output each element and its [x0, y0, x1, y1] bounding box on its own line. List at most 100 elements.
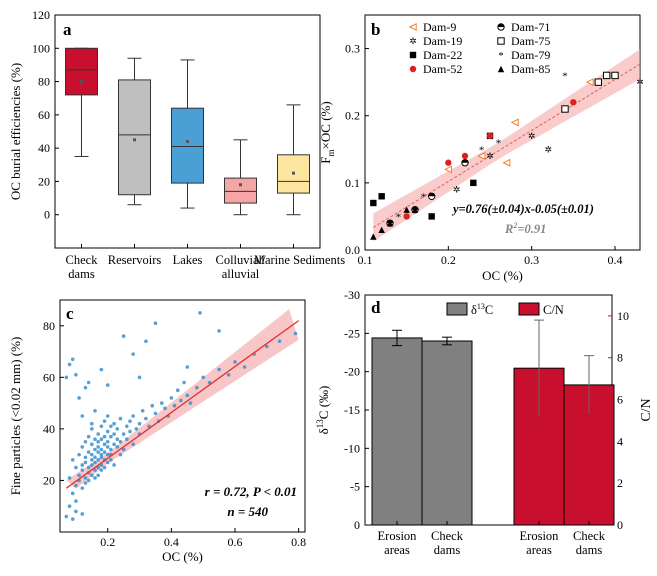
legend-label: Dam-75	[511, 34, 550, 48]
data-point	[137, 375, 142, 380]
data-point	[118, 452, 123, 457]
data-point	[217, 329, 221, 333]
fit-line	[65, 320, 300, 489]
panel-c-x-tick-label-0: 0.2	[100, 535, 115, 549]
marker: *	[396, 211, 402, 223]
category-label: Check	[573, 529, 606, 543]
panel-d-y-left-tick-label-3: -15	[344, 403, 360, 417]
marker	[409, 51, 417, 59]
data-point	[115, 427, 120, 431]
data-point	[131, 352, 135, 356]
data-point	[90, 463, 94, 467]
data-point	[80, 445, 85, 449]
panel-b-scatter: 0.00.10.20.30.1 0.2 0.3 0.4OC (%)Fm×OC (%)b…	[318, 14, 644, 283]
panel-b-y-tick-label-1: 0.1	[345, 176, 360, 190]
data-point	[83, 460, 88, 465]
data-point	[109, 458, 113, 462]
data-point	[99, 437, 104, 442]
data-point	[115, 437, 120, 442]
data-point	[93, 437, 97, 442]
marker: *	[479, 144, 485, 156]
panel-b-y-tick-label-0: 0.0	[345, 243, 360, 257]
data-point	[96, 450, 100, 454]
box-mean	[239, 183, 242, 187]
marker	[585, 78, 594, 87]
data-point	[128, 419, 132, 423]
data-point	[144, 416, 148, 421]
marker	[497, 37, 505, 45]
legend-label: Dam-79	[511, 48, 550, 62]
panel-a-y-label: OC burial efficiencies (%)	[8, 63, 23, 200]
panel-b-x-tick-label-3: 0.4	[608, 253, 623, 267]
data-point	[83, 385, 88, 390]
panel-c-frame	[59, 299, 306, 533]
data-point	[112, 432, 116, 436]
category-label: dams	[434, 543, 461, 557]
panel-b-y-label: Fm×OC (%)	[318, 101, 336, 163]
data-point	[105, 414, 110, 418]
data-point	[80, 414, 85, 418]
data-point	[105, 460, 110, 465]
data-point	[93, 460, 97, 465]
data-point	[102, 442, 107, 447]
marker: *	[562, 70, 568, 82]
fit-confidence-band	[66, 309, 299, 489]
data-point	[105, 445, 110, 449]
panel-d-y-left-label-rest: C (‰)	[316, 386, 331, 420]
panel-b-y-label-rest: ×OC (%)	[318, 101, 333, 149]
data-point	[99, 455, 104, 460]
data-point	[277, 339, 282, 344]
data-point	[105, 383, 110, 387]
panel-a-y-tick-label-2: 40	[38, 141, 50, 155]
marker	[497, 65, 505, 73]
panel-c-x-tick-label-1: 0.4	[164, 535, 179, 549]
marker	[602, 71, 611, 80]
fit-line	[373, 63, 641, 228]
panel-b-y-tick-label-3: 0.3	[345, 42, 360, 56]
legend-label: Dam-22	[423, 48, 462, 62]
data-point	[293, 331, 298, 336]
data-point	[70, 517, 75, 521]
marker: *	[498, 50, 504, 62]
category-label: alluvial	[222, 267, 260, 281]
panel-d-y-right-tick-label-2: 4	[617, 434, 623, 448]
panel-d-y-right-tick-label-4: 8	[617, 351, 623, 365]
data-point	[83, 476, 88, 480]
panel-d-y-left-tick-label-5: -25	[344, 326, 360, 340]
panel-b-x-label: OC (%)	[482, 268, 523, 283]
panel-b-x-tick-label-0: 0.1	[358, 253, 373, 267]
marker	[497, 23, 505, 27]
data-point	[160, 401, 164, 405]
panel-a-y-tick-label-3: 60	[38, 108, 50, 122]
data-point	[93, 409, 97, 413]
panel-d-y-left-tick-label-0: 0	[354, 518, 360, 532]
data-point	[140, 409, 145, 413]
marker: ✲	[636, 77, 644, 87]
marker: ✲	[528, 131, 536, 141]
legend-label: Dam-85	[511, 62, 550, 76]
marker	[386, 219, 394, 227]
data-point	[74, 483, 78, 488]
data-point	[99, 424, 104, 429]
category-label: Colluvial/	[216, 253, 267, 267]
data-point	[96, 432, 100, 436]
data-point	[70, 357, 75, 362]
data-point	[86, 450, 91, 454]
box-mean	[292, 171, 295, 175]
data-point	[67, 476, 72, 480]
data-point	[74, 465, 78, 470]
marker	[477, 151, 486, 161]
category-label: Check	[66, 253, 99, 267]
panel-a-y-tick-label-1: 20	[38, 174, 50, 188]
data-point	[80, 468, 85, 472]
panel-b-y-tick-label-2: 0.2	[345, 109, 360, 123]
box	[118, 79, 151, 196]
panel-c-y-tick-label-0: 20	[43, 473, 55, 487]
data-point	[118, 416, 123, 421]
data-point	[105, 452, 110, 457]
data-point	[118, 439, 123, 444]
data-point	[70, 491, 75, 496]
data-point	[67, 362, 72, 367]
data-point	[125, 424, 129, 429]
data-point	[102, 434, 107, 439]
